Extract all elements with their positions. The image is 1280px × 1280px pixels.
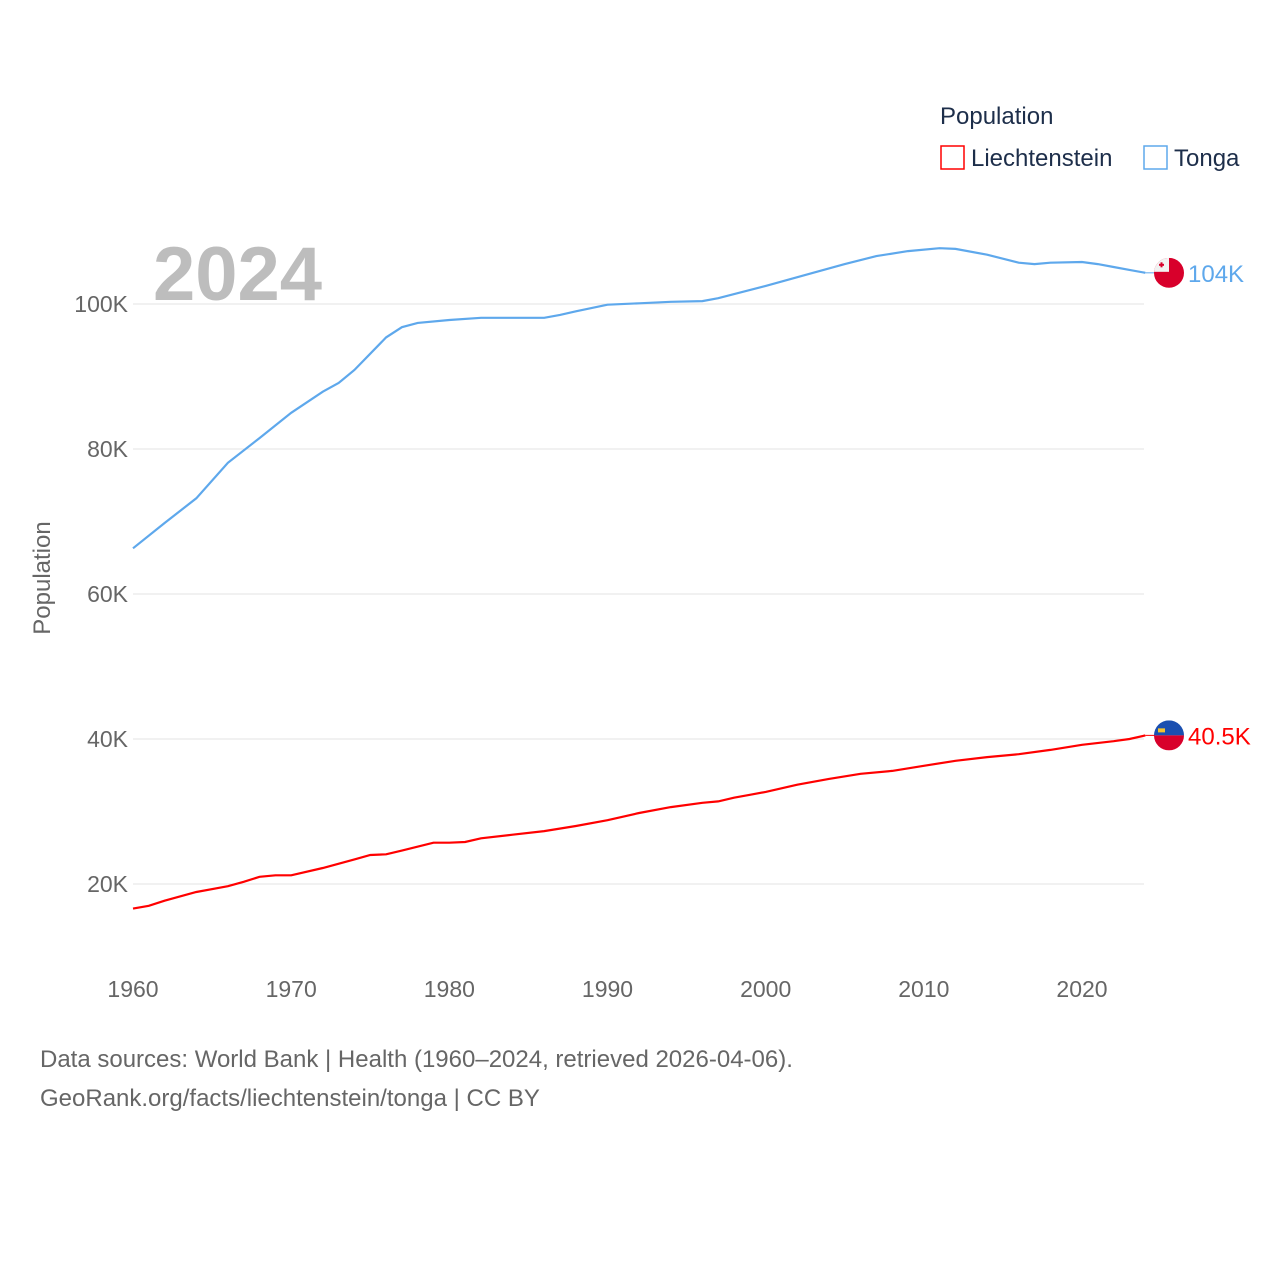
y-tick-label: 100K [74, 291, 128, 317]
year-watermark: 2024 [153, 232, 322, 317]
x-tick-label: 2020 [1056, 976, 1107, 1002]
series-line-liechtenstein[interactable] [132, 734, 1146, 910]
x-tick-label: 1970 [266, 976, 317, 1002]
y-tick-label: 80K [87, 436, 129, 462]
data-sources: Data sources: World Bank | Health (1960–… [40, 1046, 793, 1073]
credit-link[interactable]: GeoRank.org/facts/liechtenstein/tonga | … [40, 1085, 540, 1112]
x-tick-label: 1980 [424, 976, 475, 1002]
end-label-tonga: 104K [1188, 261, 1244, 288]
x-tick-label: 1960 [107, 976, 158, 1002]
liechtenstein-flag-icon [1154, 720, 1184, 751]
tonga-flag-icon [1154, 257, 1184, 288]
legend-swatch-liechtenstein[interactable] [940, 145, 965, 170]
legend-title: Population [940, 103, 1053, 130]
y-tick-label: 40K [87, 726, 129, 752]
y-tick-label: 20K [87, 871, 129, 897]
legend-label-tonga[interactable]: Tonga [1174, 145, 1240, 172]
legend-swatch-tonga[interactable] [1143, 145, 1168, 170]
y-tick-label: 60K [87, 581, 129, 607]
x-tick-label: 1990 [582, 976, 633, 1002]
x-tick-label: 2000 [740, 976, 791, 1002]
x-tick-label: 2010 [898, 976, 949, 1002]
y-axis-label: Population [29, 521, 56, 634]
legend: Population Liechtenstein Tonga [940, 103, 1240, 172]
legend-label-liechtenstein[interactable]: Liechtenstein [971, 145, 1112, 172]
end-label-liechtenstein: 40.5K [1188, 723, 1251, 750]
series-line-tonga[interactable] [132, 247, 1146, 550]
